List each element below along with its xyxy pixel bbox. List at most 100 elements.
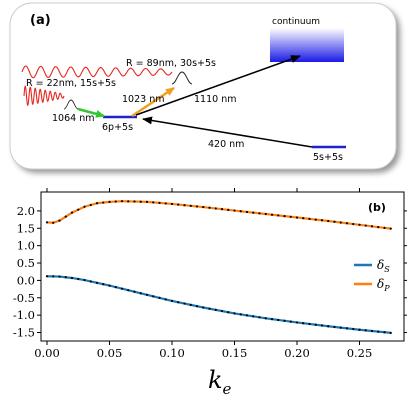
data-point [358, 223, 361, 226]
data-point [145, 293, 149, 296]
arrow-1064-green [77, 107, 105, 118]
data-point [202, 205, 205, 209]
data-point [389, 227, 392, 230]
data-point [64, 276, 67, 279]
wave-packet-small [23, 85, 65, 106]
data-point [264, 212, 267, 216]
data-point [58, 275, 61, 278]
data-point [289, 215, 292, 218]
data-point [164, 298, 167, 301]
wl-420-label: 420 nm [208, 139, 244, 150]
data-point [239, 210, 242, 213]
data-point [364, 329, 367, 332]
wl-1110-label: 1110 nm [194, 94, 236, 105]
y-axis: 2.0 1.5 1.0 0.5 0.0 -0.5 -1.0 -1.5 [13, 204, 407, 340]
y-tick-label: -0.5 [13, 291, 35, 305]
data-point [252, 315, 255, 318]
data-point [370, 329, 374, 333]
data-point [220, 208, 224, 211]
data-point [139, 200, 142, 203]
x-tick-label: 0.25 [347, 346, 373, 360]
data-point [283, 319, 286, 322]
data-point [77, 277, 80, 281]
panel-b: 2.0 1.5 1.0 0.5 0.0 -0.5 -1.0 -1.5 0.00 0.05 0.10… [13, 188, 407, 398]
arrow-1023-orange [131, 86, 175, 118]
data-point [339, 326, 342, 329]
y-tick-label: 0.0 [17, 273, 35, 287]
data-point [177, 203, 180, 206]
data-point [83, 278, 86, 282]
data-point [270, 318, 274, 321]
x-tick-label: 0.05 [97, 346, 123, 360]
data-point [370, 225, 374, 228]
x-tick-label: 0.00 [34, 346, 60, 360]
data-point [183, 204, 186, 207]
y-tick-label: 2.0 [17, 204, 35, 218]
legend: δS δP [354, 258, 390, 293]
data-point [339, 221, 342, 224]
data-point [220, 309, 224, 313]
data-point [283, 215, 286, 218]
data-point [295, 321, 299, 324]
data-point [270, 213, 274, 216]
wave-packet-large [21, 65, 173, 79]
continuum-label: continuum [272, 17, 320, 27]
data-point [108, 284, 111, 287]
wl-1064-label: 1064 nm [52, 113, 94, 124]
data-point [133, 290, 136, 293]
data-point [214, 207, 217, 210]
data-point [258, 316, 261, 319]
data-point [245, 314, 249, 317]
y-tick-label: 1.5 [17, 221, 35, 235]
data-point [58, 219, 61, 222]
data-point [89, 203, 92, 207]
data-point [177, 301, 180, 304]
data-point [358, 328, 361, 331]
data-point [245, 210, 249, 214]
data-point [70, 276, 74, 280]
data-point [83, 205, 86, 208]
data-point [127, 200, 130, 203]
data-point [314, 323, 317, 326]
data-point [377, 225, 380, 229]
data-point [45, 275, 49, 278]
data-point [70, 211, 74, 214]
data-point [95, 281, 99, 284]
data-point [152, 295, 155, 298]
gaussian-small [63, 99, 79, 110]
x-tick-label: 0.15 [222, 346, 248, 360]
data-point [389, 331, 392, 334]
legend-s-label: δS [377, 258, 390, 274]
arrow-420 [142, 116, 313, 148]
data-point [383, 226, 386, 229]
data-point [195, 305, 199, 308]
data-point [95, 202, 99, 205]
data-point [133, 200, 136, 203]
data-point [233, 312, 236, 315]
data-point [320, 219, 324, 222]
data-point [345, 327, 349, 330]
plot-frame [40, 191, 405, 342]
data-point [114, 200, 117, 203]
data-point [127, 289, 130, 292]
data-point [252, 211, 255, 214]
r-small-label: R = 22nm, 15s+5s [26, 78, 116, 89]
data-point [233, 209, 236, 212]
data-point [189, 204, 192, 207]
data-point [227, 311, 230, 314]
data-point [208, 307, 211, 310]
data-point [170, 202, 174, 206]
y-tick-label: -1.0 [13, 308, 35, 322]
data-point [302, 217, 305, 220]
data-point [295, 216, 299, 219]
data-point [77, 208, 80, 211]
series-layer [45, 200, 392, 334]
panel-a-tag: (a) [30, 13, 51, 28]
data-point [45, 221, 49, 224]
data-point [164, 202, 167, 205]
data-point [227, 208, 230, 211]
y-tick-label: 1.0 [17, 239, 35, 253]
data-point [383, 331, 386, 334]
data-point [158, 201, 161, 205]
y-tick-label: -1.5 [13, 326, 35, 340]
